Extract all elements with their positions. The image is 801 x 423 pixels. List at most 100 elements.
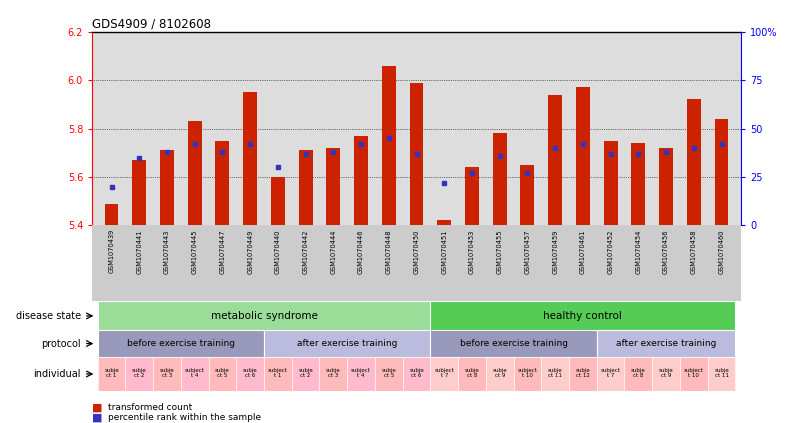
Text: subje
ct 2: subje ct 2 xyxy=(132,368,147,379)
Text: GSM1070451: GSM1070451 xyxy=(441,229,447,274)
Bar xyxy=(465,167,479,225)
Text: GSM1070450: GSM1070450 xyxy=(413,229,420,274)
Bar xyxy=(541,357,569,391)
Bar xyxy=(493,133,506,225)
Text: subje
ct 8: subje ct 8 xyxy=(631,368,646,379)
Bar xyxy=(437,220,451,225)
Bar xyxy=(244,92,257,225)
Bar xyxy=(327,148,340,225)
Bar xyxy=(132,160,146,225)
Text: GSM1070456: GSM1070456 xyxy=(663,229,669,274)
Text: GSM1070455: GSM1070455 xyxy=(497,229,503,274)
Text: transformed count: transformed count xyxy=(108,404,192,412)
Text: GSM1070453: GSM1070453 xyxy=(469,229,475,274)
Text: GSM1070443: GSM1070443 xyxy=(164,229,170,274)
Bar xyxy=(208,357,236,391)
Bar xyxy=(687,99,701,225)
Bar xyxy=(215,140,229,225)
Bar xyxy=(264,330,430,357)
Text: metabolic syndrome: metabolic syndrome xyxy=(211,311,317,321)
Text: GSM1070445: GSM1070445 xyxy=(191,229,198,274)
Text: subje
ct 6: subje ct 6 xyxy=(409,368,424,379)
Text: GSM1070442: GSM1070442 xyxy=(303,229,308,274)
Text: subje
ct 3: subje ct 3 xyxy=(326,368,340,379)
Text: subject
t 10: subject t 10 xyxy=(684,368,704,379)
Text: subje
ct 5: subje ct 5 xyxy=(381,368,396,379)
Bar xyxy=(430,330,597,357)
Text: subje
ct 2: subje ct 2 xyxy=(298,368,313,379)
Text: GSM1070440: GSM1070440 xyxy=(275,229,281,274)
Text: subje
ct 3: subje ct 3 xyxy=(159,368,175,379)
Text: after exercise training: after exercise training xyxy=(297,339,397,348)
Bar xyxy=(299,150,312,225)
Text: ■: ■ xyxy=(92,402,103,412)
Bar xyxy=(98,330,264,357)
Text: subject
t 4: subject t 4 xyxy=(351,368,371,379)
Text: healthy control: healthy control xyxy=(543,311,622,321)
Text: subje
ct 5: subje ct 5 xyxy=(215,368,230,379)
Text: ■: ■ xyxy=(92,412,103,422)
Text: subje
ct 9: subje ct 9 xyxy=(658,368,674,379)
Bar xyxy=(347,357,375,391)
Text: GSM1070441: GSM1070441 xyxy=(136,229,143,274)
Bar xyxy=(576,88,590,225)
Bar xyxy=(160,150,174,225)
Bar xyxy=(707,357,735,391)
Bar xyxy=(430,301,735,330)
Bar xyxy=(236,357,264,391)
Bar xyxy=(430,357,458,391)
Text: subje
ct 8: subje ct 8 xyxy=(465,368,479,379)
Bar xyxy=(105,203,119,225)
Bar xyxy=(98,357,126,391)
Bar xyxy=(382,66,396,225)
Text: protocol: protocol xyxy=(42,338,81,349)
Bar xyxy=(548,95,562,225)
Text: disease state: disease state xyxy=(16,311,81,321)
Text: before exercise training: before exercise training xyxy=(460,339,568,348)
Text: GSM1070461: GSM1070461 xyxy=(580,229,586,274)
Bar xyxy=(652,357,680,391)
Text: after exercise training: after exercise training xyxy=(616,339,716,348)
Text: GSM1070460: GSM1070460 xyxy=(718,229,725,274)
Text: GSM1070444: GSM1070444 xyxy=(330,229,336,274)
Text: GSM1070448: GSM1070448 xyxy=(386,229,392,274)
Bar xyxy=(714,119,728,225)
Bar xyxy=(375,357,403,391)
Text: GSM1070458: GSM1070458 xyxy=(690,229,697,274)
Text: subject
t 10: subject t 10 xyxy=(517,368,537,379)
Text: subject
t 7: subject t 7 xyxy=(601,368,621,379)
Bar xyxy=(513,357,541,391)
Bar xyxy=(153,357,181,391)
Bar xyxy=(126,357,153,391)
Bar xyxy=(680,357,707,391)
Text: subje
ct 12: subje ct 12 xyxy=(575,368,590,379)
Bar xyxy=(458,357,486,391)
Text: subje
ct 11: subje ct 11 xyxy=(548,368,562,379)
Text: subje
ct 11: subje ct 11 xyxy=(714,368,729,379)
Text: subject
t 1: subject t 1 xyxy=(268,368,288,379)
Text: GSM1070447: GSM1070447 xyxy=(219,229,225,274)
Bar xyxy=(597,357,625,391)
Bar xyxy=(486,357,513,391)
Bar xyxy=(409,82,424,225)
Text: subje
ct 1: subje ct 1 xyxy=(104,368,119,379)
Text: GSM1070459: GSM1070459 xyxy=(552,229,558,274)
Bar xyxy=(354,136,368,225)
Text: subje
ct 9: subje ct 9 xyxy=(493,368,507,379)
Text: percentile rank within the sample: percentile rank within the sample xyxy=(108,413,261,422)
Bar xyxy=(181,357,208,391)
Bar xyxy=(597,330,735,357)
Bar xyxy=(320,357,347,391)
Text: GSM1070439: GSM1070439 xyxy=(108,229,115,273)
Text: GSM1070454: GSM1070454 xyxy=(635,229,642,274)
Text: GSM1070449: GSM1070449 xyxy=(248,229,253,274)
Text: subje
ct 6: subje ct 6 xyxy=(243,368,258,379)
Bar xyxy=(98,301,430,330)
Text: GSM1070446: GSM1070446 xyxy=(358,229,364,274)
Bar xyxy=(292,357,320,391)
Text: subject
t 4: subject t 4 xyxy=(185,368,204,379)
Text: subject
t 7: subject t 7 xyxy=(434,368,454,379)
Bar xyxy=(187,121,202,225)
Bar xyxy=(264,357,292,391)
Text: GSM1070457: GSM1070457 xyxy=(525,229,530,274)
